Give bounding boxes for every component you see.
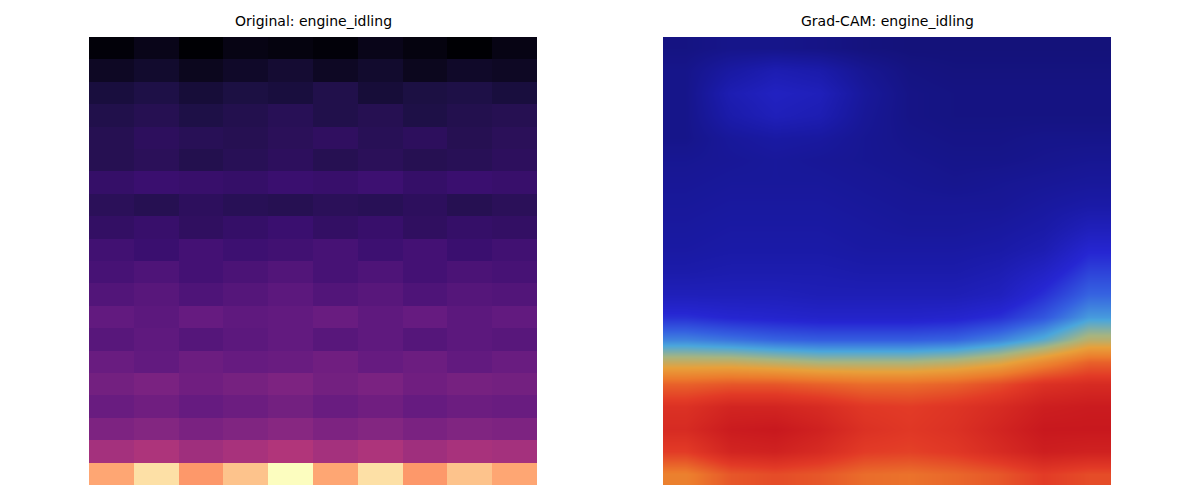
svg-text:Grad-CAM: engine_idling: Grad-CAM: engine_idling	[801, 13, 974, 29]
svg-text:Original: engine_idling: Original: engine_idling	[235, 13, 392, 29]
